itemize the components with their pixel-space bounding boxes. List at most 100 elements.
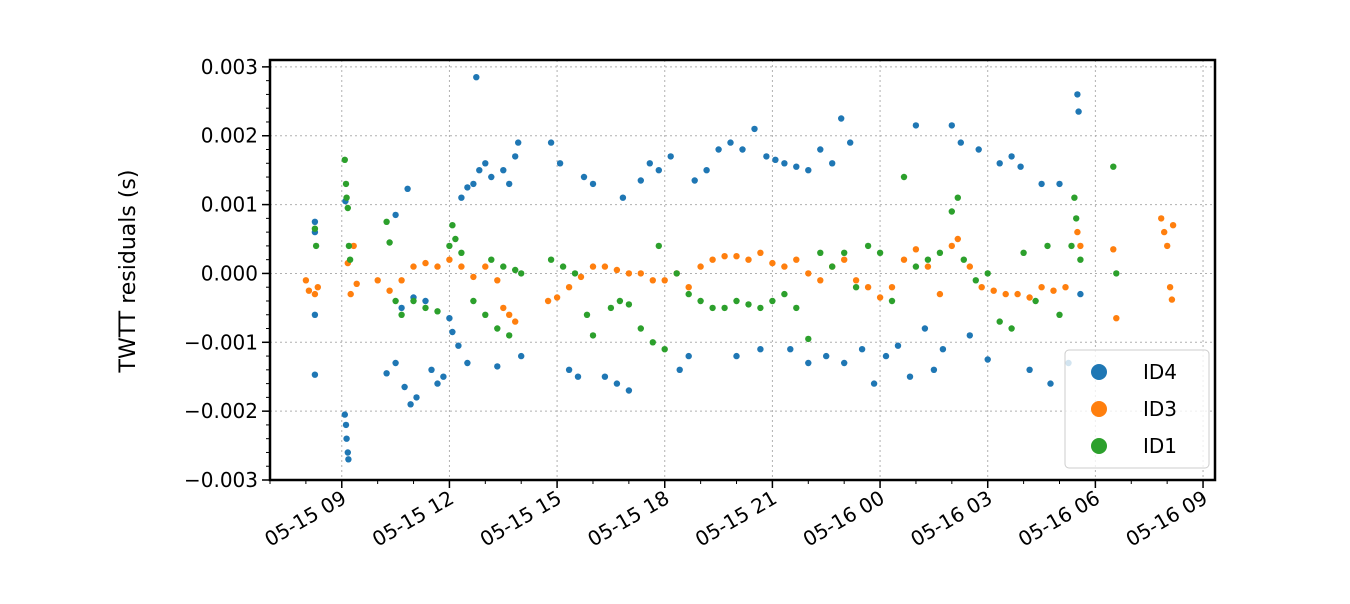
point-id4: [966, 332, 973, 339]
point-id3: [1166, 284, 1174, 291]
point-id1: [721, 304, 728, 312]
point-id1: [346, 256, 354, 263]
point-id3: [458, 263, 465, 270]
point-id4: [407, 401, 414, 408]
point-id4: [930, 366, 938, 373]
point-id4: [574, 373, 582, 380]
point-id4: [619, 194, 627, 201]
point-id4: [476, 167, 483, 174]
point-id4: [556, 160, 564, 167]
point-id3: [948, 242, 955, 250]
point-id3: [990, 287, 997, 294]
point-id4: [1047, 380, 1054, 387]
point-id4: [343, 435, 350, 442]
point-id4: [494, 363, 501, 370]
point-id4: [685, 352, 692, 360]
point-id3: [398, 277, 405, 284]
point-id4: [515, 139, 522, 146]
point-id4: [823, 352, 830, 360]
point-id4: [906, 373, 914, 380]
point-id1: [482, 311, 489, 318]
point-id3: [347, 290, 354, 298]
point-id1: [637, 325, 644, 332]
point-id4: [344, 449, 351, 456]
point-id3: [553, 294, 561, 301]
point-id1: [410, 297, 417, 305]
point-id1: [512, 266, 519, 274]
point-id4: [1038, 180, 1045, 188]
point-id4: [345, 456, 352, 463]
point-id4: [383, 370, 390, 377]
point-id4: [311, 371, 319, 378]
point-id4: [392, 359, 399, 367]
point-id1: [1056, 311, 1063, 318]
point-id4: [1017, 163, 1024, 170]
x-tick-label: 05-16 03: [906, 486, 996, 552]
point-id3: [1038, 284, 1045, 291]
point-id4: [838, 115, 845, 122]
point-id3: [649, 277, 656, 284]
point-id1: [470, 297, 477, 305]
point-id1: [422, 304, 429, 312]
point-id1: [829, 263, 836, 270]
point-id3: [470, 273, 477, 281]
point-id3: [506, 311, 513, 318]
point-id4: [446, 315, 453, 322]
point-id1: [344, 204, 351, 212]
point-id1: [769, 297, 776, 305]
point-id3: [374, 277, 381, 284]
point-id1: [1110, 163, 1117, 170]
point-id3: [311, 290, 319, 298]
point-id3: [1164, 242, 1171, 250]
point-id4: [781, 160, 788, 167]
point-id1: [864, 242, 872, 250]
point-id3: [954, 235, 961, 243]
point-id4: [580, 173, 588, 181]
point-id3: [805, 270, 812, 277]
point-id3: [1110, 246, 1117, 253]
point-id4: [434, 380, 441, 387]
point-id1: [960, 256, 967, 263]
point-id4: [500, 167, 507, 174]
point-id4: [413, 394, 420, 401]
point-id4: [601, 373, 609, 380]
point-id3: [589, 263, 597, 270]
point-id1: [392, 297, 399, 305]
point-id1: [745, 301, 752, 308]
point-id4: [847, 139, 854, 146]
point-id4: [449, 328, 456, 336]
point-id4: [805, 167, 812, 174]
x-tick-label: 05-16 00: [799, 486, 889, 552]
x-tick-label: 05-15 15: [476, 486, 566, 552]
point-id1: [607, 304, 615, 312]
point-id3: [841, 256, 848, 263]
x-tick-label: 05-15 18: [583, 486, 673, 552]
point-id1: [1044, 242, 1051, 250]
point-id3: [733, 253, 740, 260]
point-id3: [876, 294, 884, 301]
point-id1: [954, 194, 961, 201]
y-tick-label: −0.002: [184, 399, 258, 423]
point-id4: [751, 125, 758, 133]
point-id1: [452, 235, 459, 243]
point-id3: [637, 270, 644, 277]
point-id3: [685, 284, 692, 291]
y-tick-label: −0.003: [184, 468, 258, 492]
point-id1: [793, 304, 800, 312]
point-id1: [1071, 194, 1078, 201]
point-id3: [978, 284, 985, 291]
point-id4: [787, 346, 794, 353]
point-id1: [805, 335, 812, 343]
point-id3: [544, 297, 552, 305]
point-id1: [494, 325, 501, 332]
point-id1: [383, 218, 390, 225]
point-id1: [559, 263, 567, 270]
point-id1: [1008, 325, 1015, 332]
point-id4: [440, 373, 447, 380]
point-id1: [1113, 270, 1120, 277]
point-id4: [464, 184, 471, 191]
point-id4: [464, 359, 471, 367]
point-id3: [1014, 290, 1021, 298]
point-id3: [1161, 228, 1168, 236]
